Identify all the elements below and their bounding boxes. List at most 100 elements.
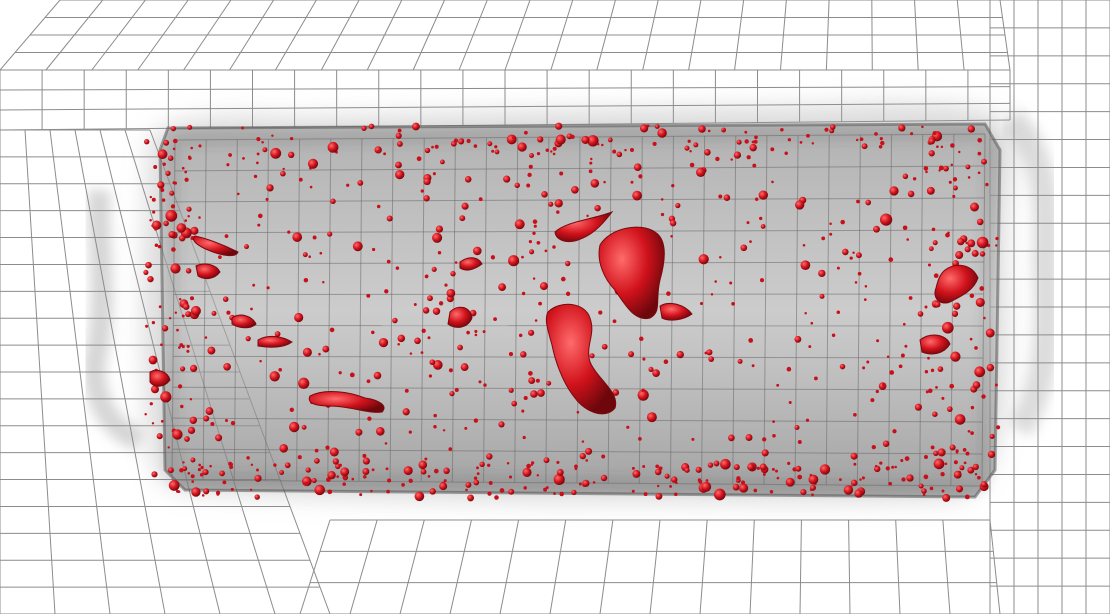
inclusion-particle bbox=[442, 429, 446, 432]
inclusion-particle bbox=[937, 366, 944, 372]
inclusion-particle bbox=[431, 266, 437, 272]
inclusion-particle bbox=[977, 137, 983, 143]
grid-line bbox=[701, 136, 706, 484]
inclusion-particle bbox=[412, 122, 420, 131]
inclusion-particle bbox=[413, 303, 417, 306]
inclusion-particle bbox=[689, 162, 695, 168]
inclusion-particle bbox=[952, 185, 958, 191]
inclusion-particle bbox=[526, 183, 531, 188]
inclusion-particle bbox=[543, 487, 548, 492]
inclusion-particle bbox=[167, 467, 174, 474]
inclusion-particle bbox=[366, 379, 371, 384]
inclusion-particle bbox=[855, 252, 862, 259]
inclusion-particle bbox=[508, 255, 520, 267]
inclusion-particle bbox=[302, 347, 312, 357]
inclusion-particle bbox=[176, 328, 179, 332]
inclusion-particle bbox=[161, 325, 169, 332]
inclusion-particle bbox=[904, 344, 908, 348]
inclusion-particle bbox=[319, 251, 323, 255]
inclusion-particle bbox=[432, 172, 436, 176]
inclusion-particle bbox=[524, 130, 528, 135]
inclusion-particle bbox=[261, 140, 264, 144]
grid-line bbox=[919, 134, 924, 486]
inclusion-particle bbox=[638, 437, 642, 441]
inclusion-particle bbox=[498, 283, 507, 292]
inclusion-particle bbox=[805, 418, 810, 422]
inclusion-particle bbox=[918, 483, 924, 489]
inclusion-particle bbox=[969, 337, 973, 341]
inclusion-particle bbox=[424, 147, 431, 154]
inclusion-particle bbox=[873, 465, 881, 473]
inclusion-particle bbox=[787, 461, 791, 465]
inclusion-particle bbox=[942, 493, 951, 502]
inclusion-particle bbox=[697, 478, 702, 482]
inclusion-particle bbox=[906, 474, 914, 482]
inclusion-particle bbox=[282, 167, 285, 171]
inclusion-particle bbox=[266, 286, 270, 290]
inclusion-particle bbox=[776, 476, 780, 480]
inclusion-particle bbox=[660, 198, 664, 201]
inclusion-particle bbox=[198, 216, 201, 219]
inclusion-particle bbox=[151, 220, 162, 230]
grid-line bbox=[420, 138, 425, 482]
inclusion-particle bbox=[707, 129, 711, 133]
inclusion-particle bbox=[329, 447, 339, 457]
inclusion-particle bbox=[177, 384, 183, 389]
inclusion-particle bbox=[503, 175, 511, 183]
inclusion-particle bbox=[657, 128, 667, 138]
inclusion-particle bbox=[198, 463, 202, 467]
inclusion-particle bbox=[784, 151, 788, 156]
inclusion-particle bbox=[327, 231, 333, 237]
inclusion-particle bbox=[600, 474, 608, 482]
inclusion-particle bbox=[972, 381, 981, 389]
inclusion-particle bbox=[967, 176, 971, 179]
inclusion-particle bbox=[952, 194, 956, 198]
inclusion-particle bbox=[493, 317, 497, 321]
inclusion-particle bbox=[144, 139, 150, 145]
inclusion-particle bbox=[309, 185, 313, 189]
inclusion-particle bbox=[438, 301, 444, 306]
inclusion-particle bbox=[543, 457, 550, 464]
inclusion-particle bbox=[985, 328, 995, 338]
inclusion-blob bbox=[231, 314, 257, 329]
inclusion-particle bbox=[886, 355, 890, 359]
inclusion-particle bbox=[797, 474, 803, 480]
inclusion-particle bbox=[932, 131, 937, 136]
inclusion-particle bbox=[756, 466, 760, 471]
grid-line bbox=[950, 134, 955, 486]
inclusion-particle bbox=[184, 436, 190, 442]
inclusion-particle bbox=[532, 231, 536, 235]
inclusion-particle bbox=[660, 212, 665, 217]
inclusion-particle bbox=[589, 353, 595, 359]
inclusion-particle bbox=[753, 139, 758, 144]
inclusion-particle bbox=[967, 466, 975, 474]
inclusion-particle bbox=[314, 458, 320, 464]
inclusion-particle bbox=[930, 368, 935, 373]
inclusion-particle bbox=[466, 330, 470, 335]
inclusion-particle bbox=[754, 135, 758, 140]
inclusion-particle bbox=[371, 330, 375, 335]
inclusion-particle bbox=[202, 468, 209, 476]
inclusion-particle bbox=[170, 204, 176, 209]
inclusion-particle bbox=[878, 145, 883, 149]
inclusion-particle bbox=[594, 204, 601, 212]
inclusion-particle bbox=[880, 140, 885, 146]
inclusion-particle bbox=[433, 413, 437, 418]
inclusion-particle bbox=[859, 137, 864, 141]
inclusion-particle bbox=[752, 163, 757, 168]
inclusion-particle bbox=[172, 147, 176, 151]
inclusion-particle bbox=[922, 493, 926, 497]
inclusion-particle bbox=[836, 310, 841, 314]
grid-line bbox=[989, 519, 1001, 614]
inclusion-particle bbox=[548, 201, 554, 207]
inclusion-particle bbox=[256, 468, 259, 472]
inclusion-particle bbox=[386, 259, 391, 264]
inclusion-particle bbox=[200, 465, 204, 470]
inclusion-particle bbox=[367, 416, 372, 421]
inclusion-particle bbox=[671, 184, 675, 188]
inclusion-particle bbox=[788, 400, 792, 405]
inclusion-particle bbox=[168, 480, 180, 491]
inclusion-particle bbox=[269, 371, 280, 382]
inclusion-particle bbox=[637, 389, 649, 401]
